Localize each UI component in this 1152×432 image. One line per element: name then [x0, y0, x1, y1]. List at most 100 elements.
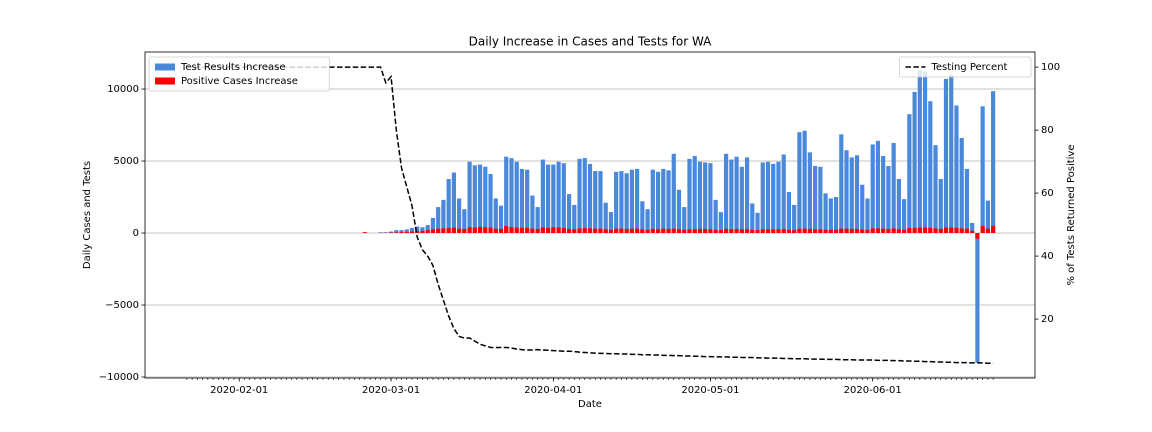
- bar: [964, 228, 970, 233]
- bar: [917, 70, 922, 233]
- bar: [572, 229, 577, 233]
- bar: [582, 158, 587, 233]
- bar: [833, 197, 839, 233]
- bar: [713, 199, 718, 233]
- legend: Test Results Increase Positive Cases Incr…: [148, 56, 330, 92]
- bar: [938, 228, 943, 233]
- bar: [472, 227, 477, 233]
- bar: [535, 228, 540, 233]
- bar: [362, 232, 367, 233]
- bar: [451, 172, 456, 233]
- bar: [467, 161, 472, 233]
- y2-tick-label: 60: [1041, 188, 1054, 199]
- bar: [477, 164, 483, 233]
- bar: [724, 228, 729, 233]
- bar: [546, 227, 551, 233]
- bar: [509, 158, 514, 233]
- bar: [802, 130, 807, 233]
- bar: [928, 101, 933, 233]
- bar: [771, 163, 776, 233]
- bar: [912, 227, 917, 233]
- bar: [697, 228, 703, 233]
- bar: [875, 228, 881, 233]
- bar: [718, 230, 723, 233]
- bar: [865, 198, 870, 233]
- bar: [593, 228, 598, 233]
- bar: [488, 173, 493, 233]
- bar: [797, 228, 802, 233]
- bar: [676, 189, 682, 233]
- bar: [854, 228, 860, 233]
- plot-frame: [144, 51, 1036, 379]
- bar: [792, 230, 797, 233]
- bar: [430, 229, 436, 233]
- bar: [404, 231, 409, 233]
- bar: [886, 166, 891, 233]
- bar: [823, 193, 828, 233]
- bar: [708, 163, 713, 233]
- bar: [514, 227, 519, 233]
- bar: [650, 228, 655, 233]
- bar: [587, 163, 593, 233]
- bar: [907, 114, 912, 233]
- bar: [949, 74, 954, 233]
- bar: [818, 229, 823, 233]
- bar: [734, 156, 739, 233]
- bar: [666, 170, 671, 233]
- bar: [881, 228, 886, 233]
- y2-tick-label: 100: [1041, 62, 1060, 73]
- bar: [477, 226, 483, 233]
- bar: [540, 159, 545, 233]
- bar: [729, 229, 734, 233]
- bar: [991, 225, 996, 233]
- bar: [655, 171, 661, 233]
- bar: [530, 195, 535, 233]
- bar: [666, 228, 671, 233]
- bar: [519, 227, 525, 233]
- bar: [943, 227, 949, 233]
- bar: [781, 228, 786, 233]
- bar: [561, 163, 566, 233]
- bar: [891, 228, 896, 233]
- x-tick-label: 2020-03-01: [362, 385, 420, 396]
- bar: [854, 155, 860, 233]
- bar: [922, 71, 928, 233]
- bar: [624, 173, 629, 233]
- bar: [813, 166, 818, 233]
- bar: [802, 228, 807, 233]
- bar: [608, 212, 614, 233]
- bar: [582, 228, 587, 233]
- bar: [457, 198, 462, 233]
- bar: [980, 106, 985, 233]
- bar: [488, 227, 493, 233]
- y-axis-label: Daily Cases and Tests: [82, 161, 93, 269]
- bar: [577, 158, 582, 233]
- bar: [697, 161, 703, 233]
- bar: [420, 230, 425, 233]
- bar: [860, 229, 865, 233]
- bar: [687, 229, 692, 233]
- bar: [922, 227, 928, 233]
- bar: [436, 228, 441, 233]
- bar: [928, 227, 933, 233]
- bar: [650, 169, 655, 233]
- bar: [985, 228, 990, 233]
- bar: [849, 228, 854, 233]
- y2-tick-label: 80: [1041, 125, 1054, 136]
- bar: [807, 228, 812, 233]
- bar: [844, 228, 849, 233]
- bar: [839, 134, 844, 233]
- bar: [771, 229, 776, 233]
- bar: [645, 209, 650, 233]
- bar: [514, 161, 519, 233]
- bar: [849, 157, 854, 233]
- bar: [912, 91, 917, 233]
- bar: [598, 171, 603, 233]
- bar: [781, 154, 786, 233]
- bar: [566, 194, 572, 233]
- bar: [540, 227, 545, 233]
- bar: [556, 227, 561, 233]
- bar: [828, 198, 833, 233]
- bar: [980, 226, 985, 233]
